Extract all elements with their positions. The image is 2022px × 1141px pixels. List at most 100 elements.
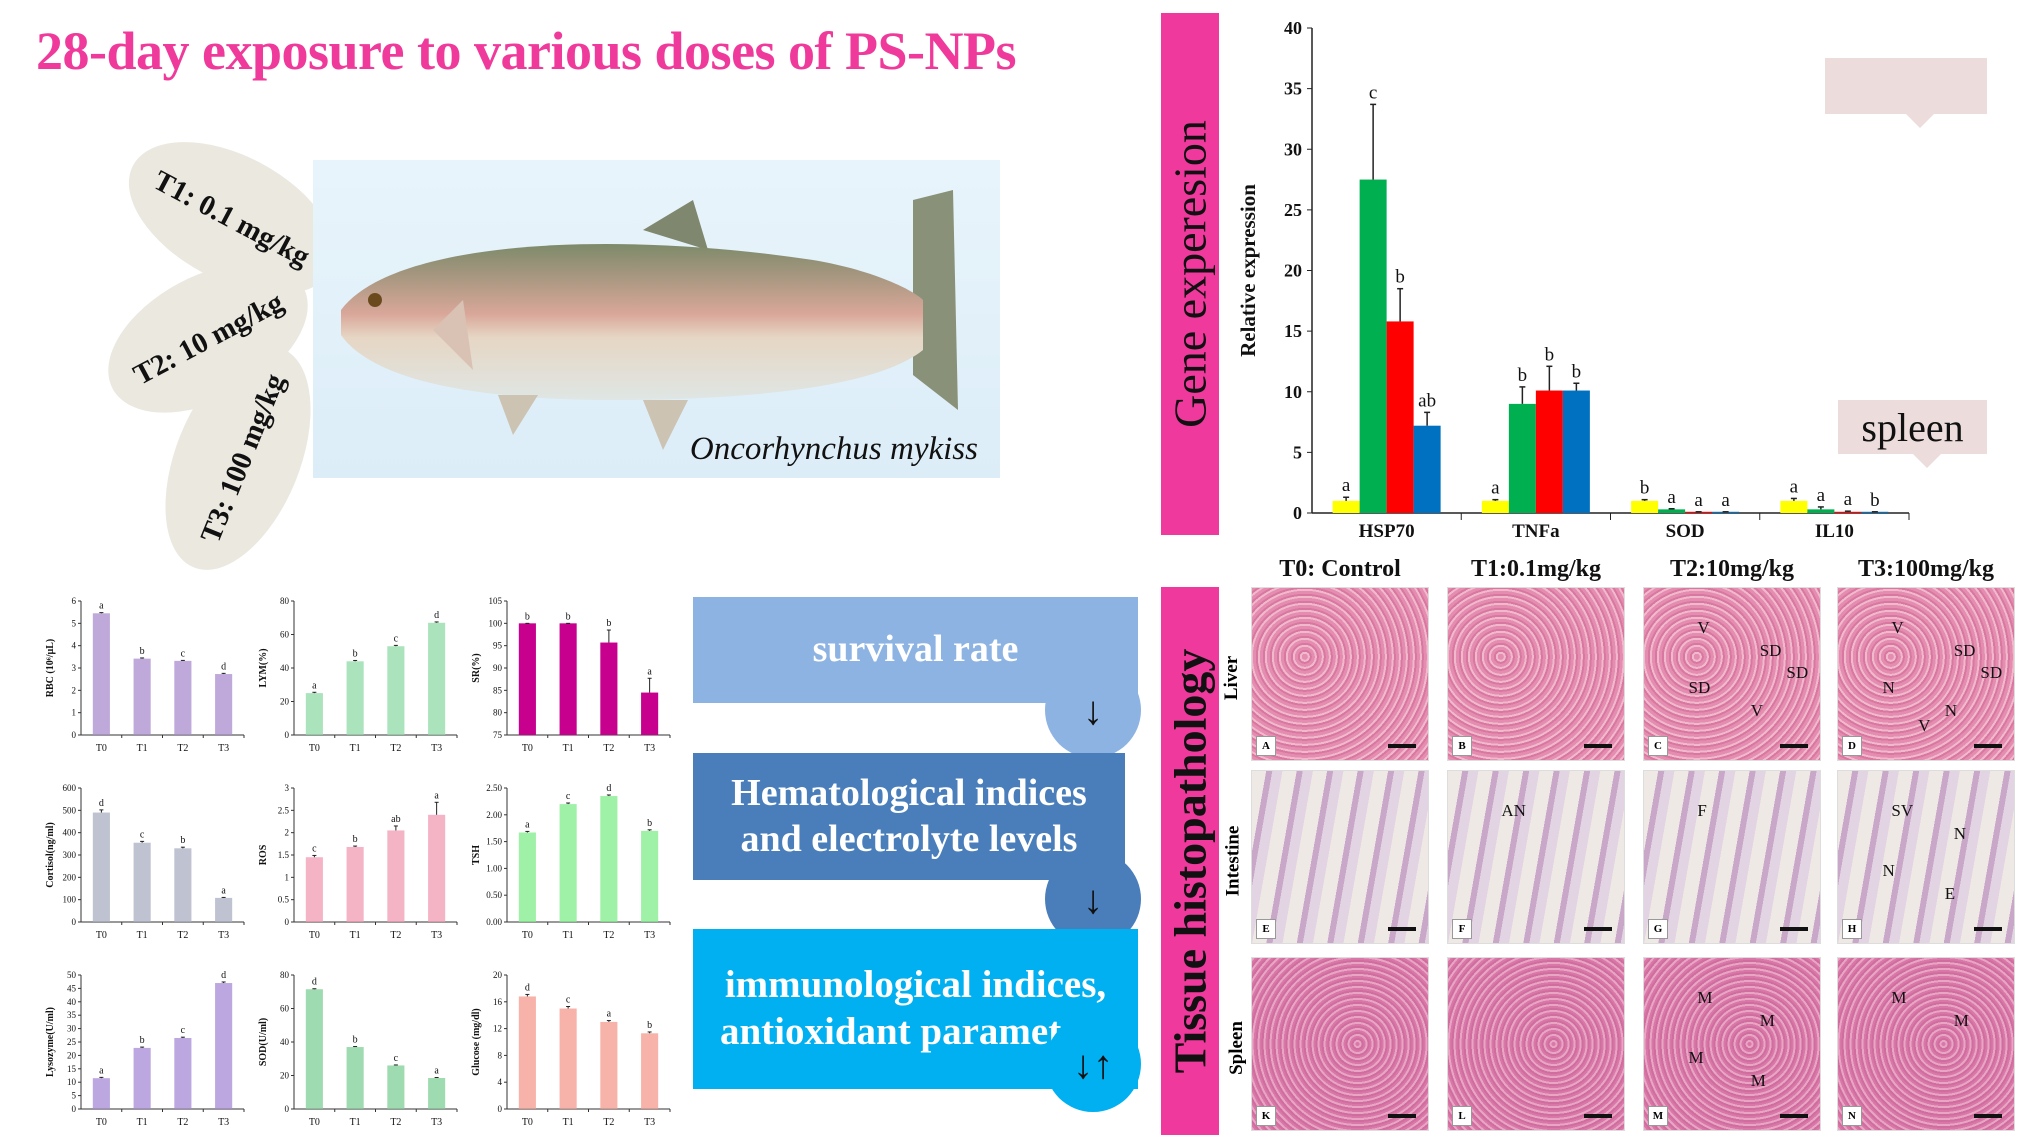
lesion-annotation: V	[1697, 618, 1710, 637]
bar-T1	[133, 842, 151, 922]
significance-letter: a	[1721, 490, 1730, 511]
effect-label: immunological indices, antioxidant param…	[719, 963, 1112, 1053]
histology-panel: L	[1447, 957, 1625, 1131]
category-label: T2	[603, 930, 614, 941]
y-axis-label: SR(%)	[471, 653, 482, 682]
significance-letter: b	[180, 835, 185, 846]
tick-label: 600	[63, 783, 77, 793]
lesion-annotation: M	[1759, 1010, 1775, 1030]
tick-label: 80	[280, 596, 290, 606]
tick-label: 20	[67, 1050, 77, 1060]
bar-T2	[174, 660, 192, 735]
bar-T0-TNFa	[1481, 500, 1509, 513]
bar-T3	[215, 674, 233, 735]
category-label: T2	[390, 1117, 401, 1128]
bar-T1	[346, 1047, 364, 1109]
category-label: T1	[137, 930, 148, 941]
tick-label: 80	[280, 970, 290, 980]
category-label: T2	[177, 930, 188, 941]
significance-letter: d	[99, 798, 104, 809]
category-label: T3	[218, 1117, 229, 1128]
significance-letter: c	[181, 648, 186, 659]
significance-letter: b	[1395, 267, 1405, 288]
tick-label: 40	[1284, 18, 1302, 38]
category-label: T1	[563, 1117, 574, 1128]
bar-T3	[215, 897, 233, 922]
significance-letter: ab	[391, 814, 400, 825]
scale-bar	[1974, 927, 2002, 931]
category-label: T2	[177, 743, 188, 754]
sod-chart: 0 20 40 60 80 SOD(U/ml) d T0 b T1 c T2 a T3	[258, 970, 458, 1128]
significance-letter: b	[1640, 478, 1650, 499]
arrow-glyph: ↓	[1083, 687, 1103, 733]
effect-label: Hematological indices and electrolyte le…	[731, 771, 1087, 860]
bar-T0	[92, 613, 110, 735]
rbc-chart: 0 1 2 3 4 5 6 RBC (10⁶/µL) a T0 b T1 c T2 d T3	[45, 596, 245, 754]
lesion-annotation: E	[1944, 883, 1956, 903]
tick-label: 85	[493, 685, 503, 695]
significance-letter: b	[140, 646, 145, 657]
lesion-annotation: N	[1882, 861, 1895, 880]
category-label: T3	[218, 743, 229, 754]
panel-letter: C	[1648, 736, 1668, 756]
lysozyme-chart: 0 5 10 15 20 25 30 35 40 45 50 Lysozyme(U/ml) a T0 b T1…	[45, 970, 245, 1128]
tick-label: 2	[285, 828, 290, 838]
trout-icon	[341, 190, 958, 450]
lesion-annotation: N	[1882, 678, 1895, 697]
bar-T1	[559, 1008, 577, 1109]
tick-label: 2.00	[486, 810, 502, 820]
bar-T1-SOD	[1658, 509, 1686, 513]
histology-panel: D V SD N N SD V	[1837, 587, 2015, 761]
y-axis-label: ROS	[258, 844, 269, 865]
significance-letter: a	[99, 1065, 104, 1076]
tick-label: 16	[493, 997, 503, 1007]
tick-label: 30	[1284, 139, 1302, 159]
dose-bubble-t1	[128, 142, 336, 294]
significance-letter: d	[434, 610, 439, 621]
significance-letter: b	[647, 1020, 652, 1031]
tick-label: 0	[72, 730, 77, 740]
tick-label: 20	[280, 697, 290, 707]
bar-T2	[600, 796, 618, 922]
bar-T3	[428, 622, 446, 735]
tick-label: 500	[63, 805, 77, 815]
bar-T2	[387, 1065, 405, 1109]
bar-T2	[174, 848, 192, 922]
significance-letter: a	[312, 680, 317, 691]
significance-letter: d	[312, 977, 317, 988]
bar-T1	[346, 661, 364, 735]
category-label: T0	[96, 1117, 107, 1128]
scale-bar	[1584, 1114, 1612, 1118]
tick-label: 10	[1284, 382, 1302, 402]
tick-label: 400	[63, 828, 77, 838]
significance-letter: b	[606, 618, 611, 629]
fish-illustration: Oncorhynchus mykiss	[313, 160, 1000, 478]
bar-T3	[641, 830, 659, 922]
lesion-annotation: V	[1750, 700, 1764, 720]
histology-panel: C V SD SD V SD	[1643, 587, 1821, 761]
bar-T2	[387, 646, 405, 735]
row-label-liver: Liver	[1221, 655, 1243, 701]
significance-letter: b	[525, 611, 530, 622]
y-axis-label: Lysozyme(U/ml)	[45, 1007, 56, 1077]
tick-label: 8	[498, 1050, 503, 1060]
tick-label: 0	[498, 1104, 503, 1114]
species-name: Oncorhynchus mykiss	[689, 431, 978, 467]
tick-label: 0.00	[486, 917, 502, 927]
significance-letter: a	[525, 819, 530, 830]
lesion-annotation: M	[1891, 988, 1907, 1007]
bar-T0-HSP70	[1332, 500, 1360, 513]
tick-label: 300	[63, 850, 77, 860]
bar-T0	[305, 857, 323, 922]
bar-T3-HSP70	[1413, 425, 1441, 513]
panel-letter: D	[1842, 736, 1862, 756]
dose-bubbles: T1: 0.1 mg/kg T2: 10 mg/kg T3: 100 mg/kg	[108, 142, 336, 570]
bar-T1	[133, 658, 151, 735]
histology-panel: H SV N N E	[1837, 770, 2015, 944]
histology-panel: E	[1251, 770, 1429, 944]
scale-bar	[1584, 927, 1612, 931]
significance-letter: a	[221, 885, 226, 896]
tick-label: 45	[67, 983, 77, 993]
significance-letter: a	[1790, 476, 1799, 497]
lesion-annotation: SD	[1953, 640, 1976, 660]
